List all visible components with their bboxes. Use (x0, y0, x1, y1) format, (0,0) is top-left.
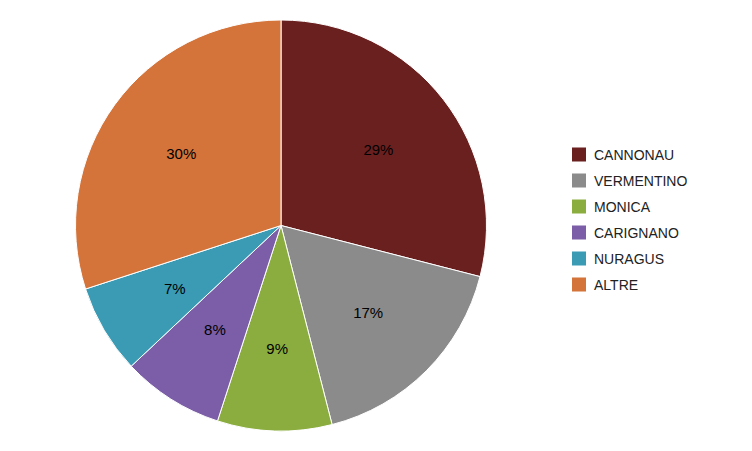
legend-label: MONICA (594, 199, 651, 215)
legend-swatch (572, 252, 586, 266)
legend-label: ALTRE (594, 277, 638, 293)
legend-item: NURAGUS (572, 251, 664, 267)
data-label: 8% (204, 321, 226, 338)
legend-item: CANNONAU (572, 147, 674, 163)
data-label: 9% (266, 340, 288, 357)
data-labels: 29% 17% 9% 8% 7% 30% (164, 141, 393, 357)
data-label: 7% (164, 280, 186, 297)
legend-label: CANNONAU (594, 147, 674, 163)
legend-label: NURAGUS (594, 251, 664, 267)
data-label: 29% (363, 141, 393, 158)
legend-item: ALTRE (572, 277, 638, 293)
legend-swatch (572, 200, 586, 214)
pie (76, 20, 487, 431)
data-label: 17% (353, 304, 383, 321)
legend-swatch (572, 278, 586, 292)
legend-item: MONICA (572, 199, 651, 215)
legend-label: CARIGNANO (594, 225, 679, 241)
legend-swatch (572, 226, 586, 240)
data-label: 30% (166, 145, 196, 162)
legend-item: VERMENTINO (572, 173, 687, 189)
slice (76, 20, 281, 289)
legend-swatch (572, 148, 586, 162)
chart: 29%17%9%8%7%30%CANNONAUVERMENTINOMONICAC… (0, 0, 752, 451)
legend-label: VERMENTINO (594, 173, 687, 189)
legend-item: CARIGNANO (572, 225, 679, 241)
legend-swatch (572, 174, 586, 188)
legend: CANNONAU VERMENTINO MONICA CARIGNANO NURAGUS… (572, 147, 687, 293)
